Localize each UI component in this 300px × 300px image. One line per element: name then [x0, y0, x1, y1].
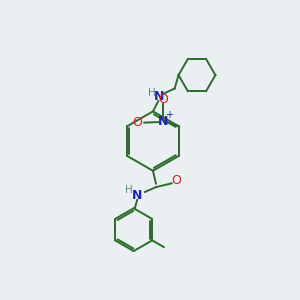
Text: H: H	[148, 88, 156, 98]
Text: O: O	[172, 173, 182, 187]
Text: N: N	[158, 115, 168, 128]
Text: H: H	[125, 185, 133, 195]
Text: O: O	[133, 116, 142, 129]
Text: N: N	[132, 189, 142, 202]
Text: N: N	[154, 90, 164, 103]
Text: +: +	[165, 110, 172, 120]
Text: -: -	[141, 111, 145, 121]
Text: O: O	[158, 93, 168, 106]
